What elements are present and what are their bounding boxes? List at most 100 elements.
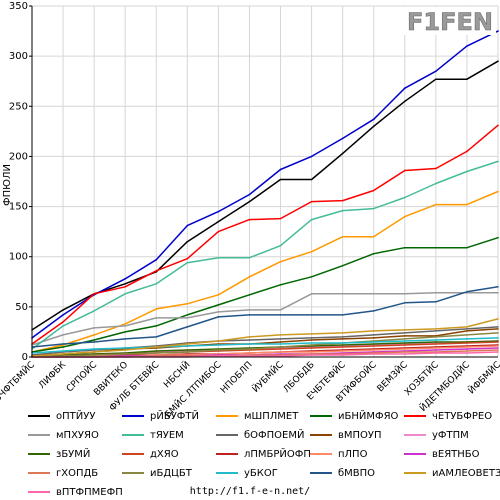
data-point [217,256,220,259]
data-point [155,346,158,348]
data-point [62,350,64,352]
data-point [310,351,313,353]
data-point [404,302,406,304]
legend-item: дХЯО [122,447,179,461]
series-line [31,286,499,348]
data-point [279,217,282,220]
data-point [497,337,499,339]
data-point [155,325,158,327]
series-line [31,124,499,345]
data-point [248,193,251,196]
x-tick-label: ФУЛБ БТЕВЙС [107,359,162,414]
legend-label: мШПЛМЕТ [244,410,299,422]
data-point [186,314,189,316]
data-point [435,341,437,343]
data-point [466,291,468,293]
legend-label: мПХУЯО [56,429,99,441]
data-point [93,351,95,353]
data-point [466,346,468,348]
legend-label: уФТПМ [432,429,469,441]
data-point [310,314,313,316]
data-point [248,294,251,296]
legend-swatch [216,415,238,417]
data-point [93,310,95,312]
data-point [497,349,499,351]
legend-item: вПТФПМЕФП [28,485,123,499]
data-point [62,334,64,336]
data-point [404,87,406,90]
data-point [124,325,126,327]
x-tick-label: ЛИФБК [37,360,68,391]
legend-swatch [310,472,332,474]
data-point [435,336,437,338]
axes [31,6,498,358]
data-point [186,224,189,227]
data-point [124,293,126,295]
data-point [497,351,499,353]
data-point [372,310,375,312]
data-point [310,200,313,203]
data-point [279,355,282,357]
legend-item: лПМБРЙОФП [216,447,311,461]
data-point [279,348,282,350]
legend-item: вЕЯТНБО [404,447,480,461]
y-tick-label: 100 [9,252,28,263]
series-line [31,190,499,353]
data-point [341,199,344,202]
legend: оПТЙУУ рЙБУФТЙ мШПЛМЕТ иБНЙМФЯО чЕТУБФРЕО мПХ… [28,409,500,498]
data-point [372,252,375,255]
data-point [248,218,251,221]
data-point [186,351,189,353]
data-point [217,340,220,342]
data-point [310,344,313,346]
data-point [341,354,344,356]
data-point [466,203,468,206]
data-point [497,292,499,294]
data-point [279,178,282,181]
data-point [310,218,313,221]
data-point [435,167,437,170]
legend-swatch [28,472,50,474]
data-point [248,256,251,259]
x-tick-label: НБСНЙ [161,359,193,391]
data-point [435,330,437,332]
data-point [186,240,189,243]
legend-label: пЛПО [338,448,368,460]
legend-item: чЕТУБФРЕО [404,409,492,423]
legend-label: зБУМЙ [56,448,91,460]
legend-label: вМПОУП [338,429,382,441]
data-point [341,293,344,295]
data-point [217,355,220,357]
legend-swatch [28,453,50,455]
legend-item: иБНЙМФЯО [310,409,398,423]
y-tick-label: 150 [9,202,28,213]
legend-swatch [28,415,50,417]
data-point [372,207,375,210]
data-point [217,210,220,213]
data-point [124,353,126,355]
data-point [341,235,344,238]
data-point [124,349,126,351]
data-point [155,282,158,285]
data-point [404,293,406,295]
data-point [497,236,499,239]
data-point [372,125,375,128]
data-point [404,353,406,355]
data-point [248,314,251,316]
f1fen-logo: F1FEN [404,7,496,36]
data-point [404,246,406,249]
data-point [497,332,499,334]
data-point [248,200,251,203]
data-point [372,334,375,336]
data-point [279,346,282,348]
data-point [279,343,282,345]
data-point [404,344,406,346]
legend-swatch [404,434,426,436]
data-point [186,345,189,347]
data-point [466,330,468,332]
data-point [248,309,251,311]
legend-label: тЯУЕМ [150,429,184,441]
data-point [372,293,375,295]
data-point [124,277,126,280]
data-point [435,347,437,349]
